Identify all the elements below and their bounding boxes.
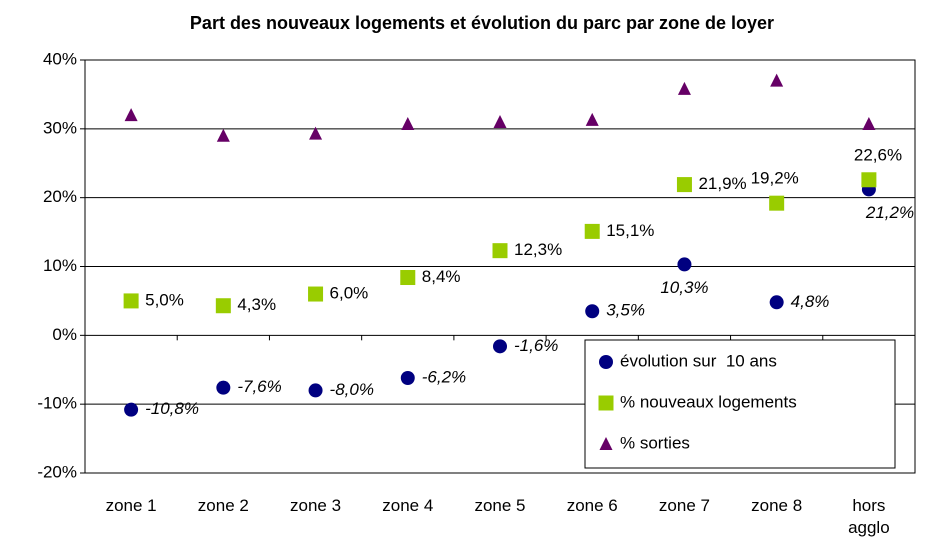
data-label: 4,8%	[791, 292, 830, 311]
x-tick-label: zone 4	[382, 496, 434, 515]
data-label: 22,6%	[854, 145, 902, 164]
point	[677, 81, 691, 95]
point	[585, 304, 600, 319]
data-label: 12,3%	[514, 240, 562, 259]
legend-label: % nouveaux logements	[620, 392, 797, 411]
data-label: 10,3%	[660, 278, 708, 297]
x-tick-label: zone 5	[474, 496, 526, 515]
point	[770, 73, 784, 87]
point	[769, 195, 785, 211]
point	[862, 117, 876, 131]
point	[676, 177, 692, 193]
legend-box	[584, 339, 896, 469]
point	[493, 114, 507, 128]
data-label: 19,2%	[751, 169, 799, 188]
point	[400, 270, 416, 286]
x-tick-label: hors agglo	[848, 496, 890, 537]
point	[493, 339, 507, 354]
data-label: 21,9%	[698, 174, 746, 193]
legend-label: évolution sur 10 ans	[620, 351, 777, 370]
point	[861, 172, 877, 188]
data-label: 15,1%	[606, 221, 654, 240]
chart-title: Part des nouveaux logements et évolution…	[190, 13, 774, 33]
data-label: -6,2%	[422, 367, 466, 386]
data-label: 8,4%	[422, 267, 461, 286]
y-tick-label: 0%	[52, 325, 77, 344]
point	[585, 112, 599, 126]
y-tick-label: -10%	[37, 394, 77, 413]
y-tick-label: 10%	[43, 256, 77, 275]
y-tick-label: -20%	[37, 462, 77, 481]
x-tick-label: zone 3	[290, 496, 342, 515]
point	[216, 380, 231, 395]
data-label: 4,3%	[237, 295, 276, 314]
point	[309, 126, 323, 140]
point	[584, 223, 600, 239]
legend-label: % sorties	[620, 433, 690, 452]
x-tick-label: zone 8	[751, 496, 803, 515]
y-tick-label: 30%	[43, 118, 77, 137]
point	[124, 402, 139, 417]
y-tick-label: 40%	[43, 49, 77, 68]
point	[123, 293, 139, 309]
x-tick-label: zone 1	[105, 496, 157, 515]
point	[401, 117, 415, 131]
legend-marker	[598, 395, 614, 411]
x-tick-label: zone 2	[197, 496, 249, 515]
data-label: -8,0%	[330, 380, 374, 399]
data-label: 5,0%	[145, 290, 184, 309]
point	[216, 128, 230, 142]
point	[308, 286, 324, 302]
point	[124, 108, 138, 122]
data-label: -1,6%	[514, 336, 558, 355]
data-label: 21,2%	[865, 203, 914, 222]
point	[492, 243, 508, 259]
legend-marker	[599, 355, 613, 369]
legend-marker	[599, 437, 613, 450]
x-tick-label: zone 6	[566, 496, 618, 515]
point	[677, 257, 692, 272]
point	[308, 383, 323, 398]
point	[769, 295, 784, 310]
data-label: -7,6%	[237, 377, 281, 396]
data-label: -10,8%	[145, 399, 199, 418]
point	[215, 298, 231, 314]
data-label: 6,0%	[330, 284, 369, 303]
data-label: 3,5%	[606, 301, 645, 320]
y-tick-label: 20%	[43, 187, 77, 206]
point	[400, 371, 415, 386]
x-tick-label: zone 7	[658, 496, 710, 515]
